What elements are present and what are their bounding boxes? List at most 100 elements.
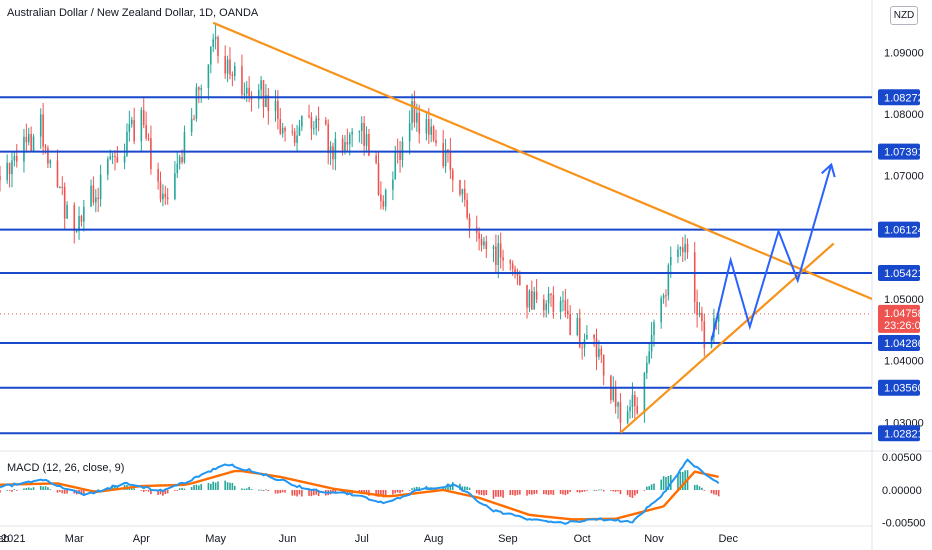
ascending-trendline[interactable] bbox=[619, 242, 835, 434]
candle-body[interactable] bbox=[701, 312, 703, 322]
candle-body[interactable] bbox=[262, 80, 265, 108]
level-price-tag[interactable] bbox=[878, 379, 920, 396]
candle-body[interactable] bbox=[550, 293, 552, 296]
candle-body[interactable] bbox=[653, 322, 655, 336]
candle-body[interactable] bbox=[677, 249, 679, 257]
candle-body[interactable] bbox=[178, 157, 181, 164]
candle-body[interactable] bbox=[308, 115, 310, 117]
candle-body[interactable] bbox=[334, 138, 337, 160]
candle-body[interactable] bbox=[614, 387, 617, 407]
candle-body[interactable] bbox=[11, 160, 13, 175]
candle-body[interactable] bbox=[408, 122, 411, 142]
candle-body[interactable] bbox=[80, 216, 83, 222]
macd-line[interactable] bbox=[0, 458, 720, 525]
candle-body[interactable] bbox=[629, 406, 631, 412]
candle-body[interactable] bbox=[552, 295, 555, 312]
candle-body[interactable] bbox=[281, 127, 284, 134]
candle-body[interactable] bbox=[123, 155, 126, 163]
candle-body[interactable] bbox=[344, 142, 346, 151]
candle-body[interactable] bbox=[92, 185, 95, 203]
candle-body[interactable] bbox=[296, 135, 298, 143]
candle-body[interactable] bbox=[241, 66, 243, 95]
candle-body[interactable] bbox=[217, 37, 219, 57]
candle-body[interactable] bbox=[696, 301, 698, 315]
candle-body[interactable] bbox=[451, 170, 454, 180]
candle-body[interactable] bbox=[693, 252, 696, 302]
candle-body[interactable] bbox=[377, 162, 380, 195]
candle-body[interactable] bbox=[150, 138, 152, 170]
candle-body[interactable] bbox=[59, 186, 61, 188]
candle-body[interactable] bbox=[114, 156, 116, 158]
candle-body[interactable] bbox=[686, 244, 689, 253]
candle-body[interactable] bbox=[679, 247, 682, 250]
candle-body[interactable] bbox=[341, 138, 344, 151]
candle-body[interactable] bbox=[717, 313, 720, 322]
candle-body[interactable] bbox=[301, 115, 303, 127]
macd-pane[interactable] bbox=[0, 458, 720, 525]
candle-body[interactable] bbox=[107, 159, 109, 175]
candle-body[interactable] bbox=[47, 148, 49, 164]
level-price-tag[interactable] bbox=[878, 265, 920, 282]
candle-body[interactable] bbox=[8, 162, 11, 175]
candle-body[interactable] bbox=[461, 188, 464, 195]
candle-body[interactable] bbox=[497, 243, 500, 265]
candle-body[interactable] bbox=[140, 109, 143, 142]
level-price-tag[interactable] bbox=[878, 221, 920, 238]
candle-body[interactable] bbox=[566, 310, 569, 314]
candle-body[interactable] bbox=[351, 131, 353, 135]
level-price-tag[interactable] bbox=[878, 143, 920, 160]
candle-body[interactable] bbox=[703, 321, 706, 348]
candle-body[interactable] bbox=[430, 126, 433, 135]
candle-body[interactable] bbox=[183, 132, 186, 163]
candle-body[interactable] bbox=[528, 290, 531, 308]
candle-body[interactable] bbox=[224, 56, 226, 74]
candle-body[interactable] bbox=[562, 300, 564, 302]
candle-body[interactable] bbox=[15, 155, 18, 162]
candle-body[interactable] bbox=[547, 293, 550, 304]
candle-body[interactable] bbox=[531, 290, 533, 310]
candle-body[interactable] bbox=[375, 155, 377, 163]
candle-body[interactable] bbox=[267, 95, 270, 112]
candle-body[interactable] bbox=[133, 119, 135, 142]
candle-body[interactable] bbox=[600, 348, 603, 356]
candle-body[interactable] bbox=[519, 275, 521, 285]
candle-body[interactable] bbox=[245, 87, 248, 94]
candle-body[interactable] bbox=[648, 351, 651, 363]
candle-body[interactable] bbox=[586, 334, 588, 340]
candle-body[interactable] bbox=[463, 188, 466, 200]
candle-body[interactable] bbox=[162, 193, 164, 200]
candle-body[interactable] bbox=[327, 124, 329, 153]
candle-body[interactable] bbox=[598, 348, 600, 357]
candle-body[interactable] bbox=[634, 394, 636, 407]
candle-body[interactable] bbox=[459, 179, 461, 195]
candle-body[interactable] bbox=[449, 150, 452, 171]
candle-body[interactable] bbox=[636, 406, 639, 414]
candle-body[interactable] bbox=[49, 160, 52, 164]
candle-body[interactable] bbox=[394, 151, 397, 180]
candle-body[interactable] bbox=[116, 156, 119, 163]
candle-body[interactable] bbox=[13, 155, 16, 161]
projection-path[interactable] bbox=[710, 164, 833, 342]
candle-body[interactable] bbox=[432, 126, 435, 141]
candle-body[interactable] bbox=[526, 284, 528, 308]
candle-body[interactable] bbox=[27, 133, 30, 143]
candle-body[interactable] bbox=[418, 112, 421, 134]
candle-body[interactable] bbox=[617, 402, 619, 407]
candle-body[interactable] bbox=[626, 411, 629, 423]
candle-body[interactable] bbox=[480, 238, 483, 246]
candle-body[interactable] bbox=[569, 313, 571, 336]
candle-body[interactable] bbox=[42, 114, 44, 147]
candle-body[interactable] bbox=[533, 291, 536, 310]
candle-body[interactable] bbox=[44, 146, 47, 149]
candle-body[interactable] bbox=[543, 299, 545, 311]
candle-body[interactable] bbox=[97, 197, 100, 200]
candle-body[interactable] bbox=[56, 160, 59, 188]
candle-body[interactable] bbox=[78, 216, 80, 231]
candle-body[interactable] bbox=[435, 140, 437, 144]
candle-body[interactable] bbox=[181, 157, 183, 163]
candle-body[interactable] bbox=[332, 146, 334, 160]
candle-body[interactable] bbox=[233, 66, 236, 76]
candle-body[interactable] bbox=[595, 338, 598, 357]
candle-body[interactable] bbox=[384, 189, 387, 207]
